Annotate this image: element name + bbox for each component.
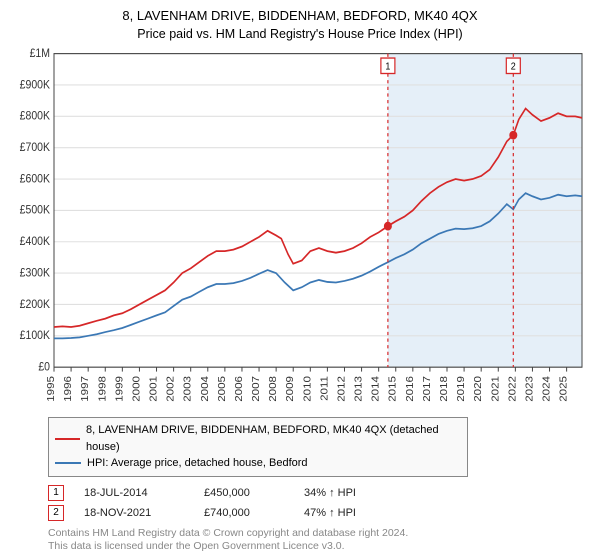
svg-text:2020: 2020 — [473, 376, 484, 402]
sale-pct: 47% ↑ HPI — [304, 507, 394, 519]
svg-text:1997: 1997 — [80, 376, 91, 402]
sale-row: 1 18-JUL-2014 £450,000 34% ↑ HPI — [48, 485, 590, 501]
svg-text:2017: 2017 — [421, 376, 432, 402]
footnote-line: This data is licensed under the Open Gov… — [48, 540, 590, 554]
svg-text:2001: 2001 — [148, 376, 159, 402]
svg-text:2008: 2008 — [268, 376, 279, 402]
sale-date: 18-NOV-2021 — [84, 507, 184, 519]
svg-text:2004: 2004 — [199, 376, 210, 402]
sale-marker-num: 1 — [53, 487, 59, 498]
svg-text:£100K: £100K — [20, 330, 51, 343]
svg-text:2025: 2025 — [558, 376, 569, 402]
legend-item: 8, LAVENHAM DRIVE, BIDDENHAM, BEDFORD, M… — [55, 422, 461, 455]
svg-text:1998: 1998 — [97, 376, 108, 402]
sales-table: 1 18-JUL-2014 £450,000 34% ↑ HPI 2 18-NO… — [48, 485, 590, 525]
svg-text:1995: 1995 — [45, 376, 56, 402]
svg-text:2006: 2006 — [233, 376, 244, 402]
svg-text:1: 1 — [385, 61, 390, 73]
svg-text:2005: 2005 — [216, 376, 227, 402]
legend: 8, LAVENHAM DRIVE, BIDDENHAM, BEDFORD, M… — [48, 417, 468, 477]
chart-container: 8, LAVENHAM DRIVE, BIDDENHAM, BEDFORD, M… — [0, 0, 600, 560]
svg-text:2000: 2000 — [131, 376, 142, 402]
legend-swatch — [55, 462, 81, 464]
legend-swatch — [55, 438, 80, 440]
svg-text:2015: 2015 — [387, 376, 398, 402]
sale-marker-box: 2 — [48, 505, 64, 521]
chart-svg: £0 £100K £200K £300K £400K £500K £600K £700K £80… — [10, 47, 590, 411]
svg-text:£500K: £500K — [20, 204, 51, 217]
svg-text:1999: 1999 — [114, 376, 125, 402]
svg-text:2016: 2016 — [404, 376, 415, 402]
svg-text:2014: 2014 — [370, 376, 381, 402]
svg-text:2002: 2002 — [165, 376, 176, 402]
svg-text:2012: 2012 — [336, 376, 347, 402]
svg-text:£800K: £800K — [20, 110, 51, 123]
svg-text:2023: 2023 — [524, 376, 535, 402]
legend-item: HPI: Average price, detached house, Bedf… — [55, 455, 461, 472]
svg-text:2021: 2021 — [490, 376, 501, 402]
sale-pct: 34% ↑ HPI — [304, 487, 394, 499]
sale-marker-box: 1 — [48, 485, 64, 501]
svg-text:2011: 2011 — [319, 376, 330, 401]
svg-text:£400K: £400K — [20, 236, 51, 249]
svg-text:1996: 1996 — [63, 376, 74, 402]
sale-date: 18-JUL-2014 — [84, 487, 184, 499]
sale-row: 2 18-NOV-2021 £740,000 47% ↑ HPI — [48, 505, 590, 521]
svg-text:2010: 2010 — [302, 376, 313, 402]
chart-plot-area: £0 £100K £200K £300K £400K £500K £600K £700K £80… — [10, 47, 590, 411]
svg-text:2018: 2018 — [438, 376, 449, 402]
sale-marker-num: 2 — [53, 507, 59, 518]
legend-label: 8, LAVENHAM DRIVE, BIDDENHAM, BEDFORD, M… — [86, 422, 461, 455]
sale-price: £740,000 — [204, 507, 284, 519]
svg-text:2013: 2013 — [353, 376, 364, 402]
svg-text:2009: 2009 — [285, 376, 296, 402]
svg-text:2007: 2007 — [251, 376, 262, 402]
svg-text:£0: £0 — [38, 361, 50, 374]
svg-text:£200K: £200K — [20, 298, 51, 311]
svg-text:2022: 2022 — [507, 376, 518, 402]
sale-price: £450,000 — [204, 487, 284, 499]
footnote-line: Contains HM Land Registry data © Crown c… — [48, 527, 590, 541]
chart-title: 8, LAVENHAM DRIVE, BIDDENHAM, BEDFORD, M… — [10, 8, 590, 25]
svg-text:£1M: £1M — [30, 47, 50, 60]
svg-text:2019: 2019 — [456, 376, 467, 402]
svg-text:2024: 2024 — [541, 376, 552, 402]
svg-text:2: 2 — [511, 61, 516, 73]
svg-text:2003: 2003 — [182, 376, 193, 402]
svg-text:£300K: £300K — [20, 267, 51, 280]
chart-subtitle: Price paid vs. HM Land Registry's House … — [10, 27, 590, 41]
svg-text:£900K: £900K — [20, 79, 51, 92]
legend-label: HPI: Average price, detached house, Bedf… — [87, 455, 308, 472]
svg-text:£600K: £600K — [20, 173, 51, 186]
footnote: Contains HM Land Registry data © Crown c… — [48, 527, 590, 554]
svg-text:£700K: £700K — [20, 141, 51, 154]
